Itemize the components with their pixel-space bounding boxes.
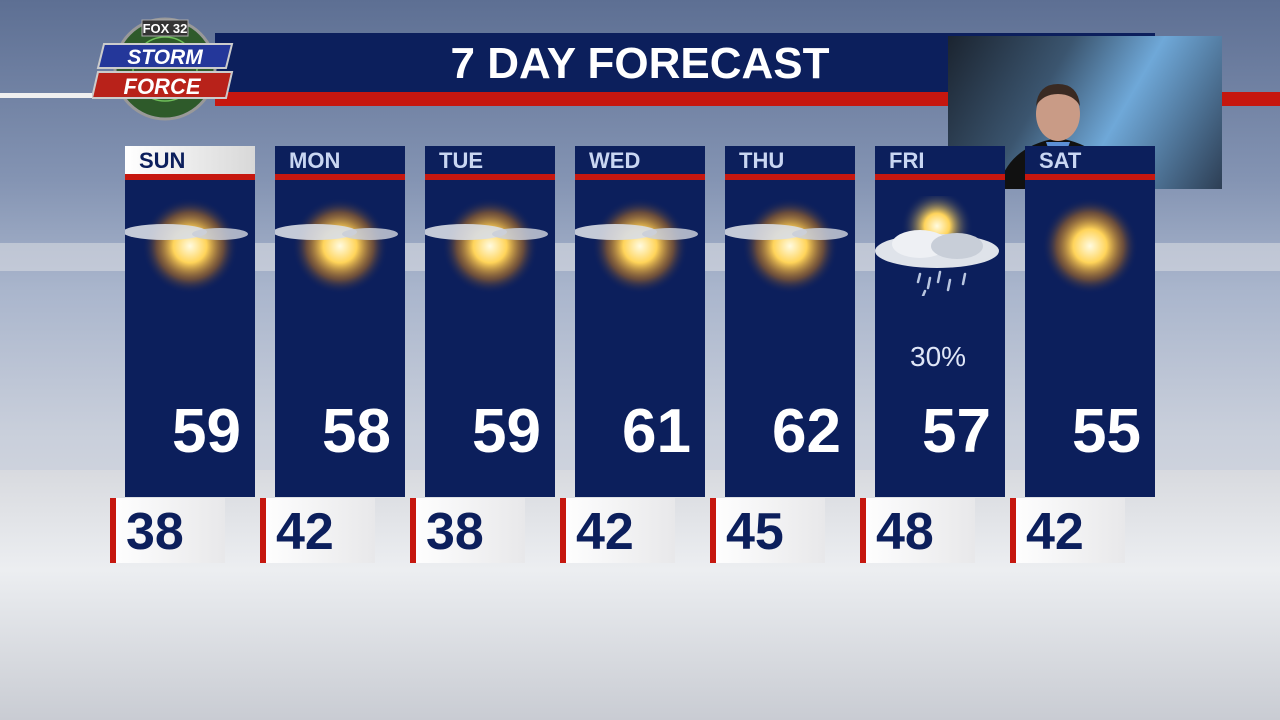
low-red-bar (560, 498, 566, 563)
high-temp: 55 (1072, 397, 1141, 466)
low-red-bar (410, 498, 416, 563)
low-temp-box: 42 (260, 498, 375, 563)
high-temp: 59 (472, 397, 541, 466)
low-red-bar (1010, 498, 1016, 563)
day-label: MON (289, 148, 341, 173)
low-temp-box: 42 (1010, 498, 1125, 563)
storm-force-logo: FOX 32 STORM FORCE (92, 17, 234, 121)
sunny-icon (1042, 198, 1138, 294)
page-title: 7 DAY FORECAST (450, 39, 830, 88)
low-temp-box: 48 (860, 498, 975, 563)
day-column-tue: TUE 59 (425, 146, 555, 497)
precip-chance: 30% (910, 341, 967, 372)
day-column-thu: THU 62 (725, 146, 855, 497)
low-temp: 45 (726, 503, 784, 561)
low-red-bar (860, 498, 866, 563)
day-red-stripe (875, 174, 1005, 180)
day-label: THU (739, 148, 785, 173)
day-label: FRI (889, 148, 925, 173)
low-temp: 42 (1026, 503, 1084, 561)
partly-sunny-icon (425, 198, 548, 294)
partly-sunny-icon (125, 198, 248, 294)
day-label: SUN (125, 146, 255, 174)
day-red-stripe (125, 174, 255, 180)
high-temp: 62 (772, 397, 841, 466)
low-temp-box: 42 (560, 498, 675, 563)
svg-text:FORCE: FORCE (124, 74, 202, 99)
low-temp: 42 (276, 503, 334, 561)
svg-text:FOX 32: FOX 32 (143, 21, 188, 36)
low-temp: 38 (126, 503, 184, 561)
partly-sunny-icon (575, 198, 698, 294)
day-red-stripe (575, 174, 705, 180)
day-column-mon: MON 58 (275, 146, 405, 497)
low-red-bar (110, 498, 116, 563)
day-column-fri: FRI 30% 57 (875, 146, 1005, 497)
day-column-wed: WED 61 (575, 146, 705, 497)
low-temp: 42 (576, 503, 634, 561)
high-temp: 58 (322, 397, 391, 466)
low-red-bar (260, 498, 266, 563)
day-label: WED (589, 148, 641, 173)
day-red-stripe (725, 174, 855, 180)
day-column-sun: SUN 59 (125, 146, 255, 497)
low-red-bar (710, 498, 716, 563)
day-red-stripe (425, 174, 555, 180)
accent-line (0, 93, 110, 98)
high-temp: 61 (622, 397, 691, 466)
low-temp-box: 38 (110, 498, 225, 563)
day-label: TUE (439, 148, 483, 173)
low-temp: 38 (426, 503, 484, 561)
svg-text:STORM: STORM (127, 46, 203, 69)
day-red-stripe (275, 174, 405, 180)
low-temp: 48 (876, 503, 934, 561)
low-temp-box: 45 (710, 498, 825, 563)
low-temp-box: 38 (410, 498, 525, 563)
rain-showers-icon (875, 196, 999, 296)
partly-sunny-icon (725, 198, 848, 294)
day-red-stripe (1025, 174, 1155, 180)
day-label: SAT (1039, 148, 1082, 173)
high-temp: 57 (922, 397, 991, 466)
high-temp: 59 (172, 397, 241, 466)
partly-sunny-icon (275, 198, 398, 294)
day-column-sat: SAT 55 (1025, 146, 1155, 497)
